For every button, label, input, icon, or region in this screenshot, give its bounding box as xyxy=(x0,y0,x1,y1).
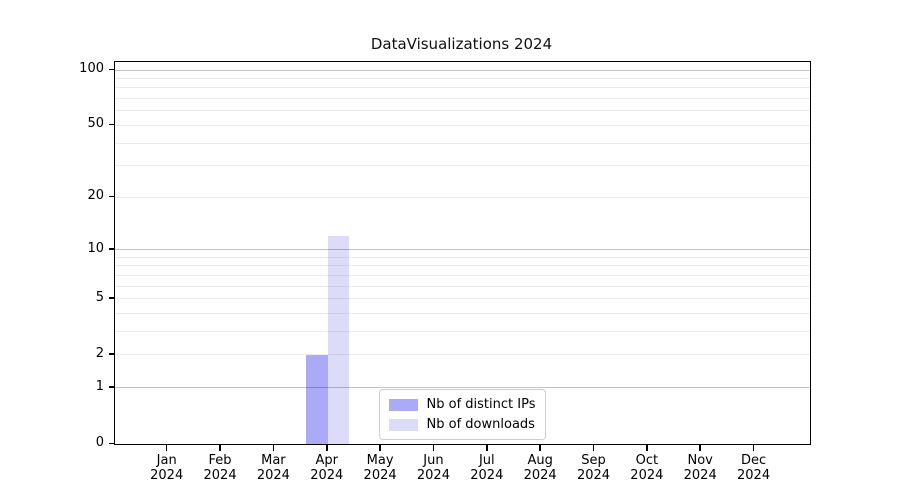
y-tick-label: 50 xyxy=(87,116,104,132)
y-tick-label: 5 xyxy=(95,289,104,305)
y-tick-mark xyxy=(109,297,115,299)
x-tick-label: Dec 2024 xyxy=(737,453,770,483)
x-tick-mark xyxy=(486,444,488,451)
x-tick-mark xyxy=(219,444,221,451)
x-tick-year: 2024 xyxy=(256,468,290,483)
x-tick-year: 2024 xyxy=(363,468,397,483)
gridline-minor xyxy=(115,110,810,112)
x-tick-year: 2024 xyxy=(416,468,450,483)
x-tick-label: Oct 2024 xyxy=(630,453,663,483)
x-tick-year: 2024 xyxy=(310,468,344,483)
bars-layer xyxy=(115,62,810,444)
gridline-minor xyxy=(115,165,810,167)
x-tick-label: Aug 2024 xyxy=(524,453,557,483)
gridline-major xyxy=(115,387,810,389)
gridline-minor xyxy=(115,98,810,100)
gridline-minor xyxy=(115,313,810,315)
x-tick-mark xyxy=(752,444,755,451)
gridline-major xyxy=(115,69,810,71)
legend-swatch xyxy=(388,418,418,431)
x-tick-month: Aug xyxy=(527,453,553,468)
x-tick-year: 2024 xyxy=(523,468,557,483)
x-tick-label: Jun 2024 xyxy=(417,453,450,483)
x-tick-month: Jun xyxy=(423,453,444,468)
x-tick-year: 2024 xyxy=(470,468,504,483)
legend: Nb of distinct IPs Nb of downloads xyxy=(378,389,547,440)
x-tick-year: 2024 xyxy=(150,468,184,483)
chart-title: DataVisualizations 2024 xyxy=(370,35,553,53)
y-tick-mark xyxy=(109,442,115,444)
y-tick-label: 2 xyxy=(95,345,104,361)
bar xyxy=(327,236,350,444)
x-tick-month: May xyxy=(366,453,394,468)
x-tick-month: Apr xyxy=(315,453,339,468)
gridline-minor xyxy=(115,87,810,89)
plot-area: Nb of distinct IPs Nb of downloads xyxy=(114,61,811,445)
x-tick-month: Jan xyxy=(156,453,177,468)
gridline-major xyxy=(115,249,810,251)
gridline-minor xyxy=(115,142,810,144)
gridline-minor xyxy=(115,354,810,356)
gridline-minor xyxy=(115,298,810,300)
gridline-minor xyxy=(115,265,810,267)
y-tick-mark xyxy=(109,248,115,250)
y-tick-mark xyxy=(109,123,115,126)
y-tick-label: 10 xyxy=(87,240,104,256)
x-tick-label: Mar 2024 xyxy=(257,453,290,483)
x-tick-month: Sep xyxy=(581,453,606,468)
y-tick-mark xyxy=(109,386,115,388)
y-tick-label: 100 xyxy=(79,61,104,76)
x-tick-mark xyxy=(592,444,595,451)
x-tick-month: Jul xyxy=(478,453,495,468)
x-tick-mark xyxy=(432,444,435,451)
legend-label: Nb of downloads xyxy=(426,417,535,432)
x-tick-label: Nov 2024 xyxy=(684,453,717,483)
legend-swatch xyxy=(388,398,418,411)
gridline-minor xyxy=(115,274,810,276)
y-tick-label: 0 xyxy=(95,435,104,450)
x-tick-mark xyxy=(646,444,648,451)
y-tick-mark xyxy=(109,68,115,70)
x-tick-mark xyxy=(699,444,701,451)
x-tick-mark xyxy=(379,444,381,451)
x-tick-month: Nov xyxy=(687,453,713,468)
x-tick-year: 2024 xyxy=(737,468,771,483)
legend-item: Nb of distinct IPs xyxy=(388,396,536,413)
legend-label: Nb of distinct IPs xyxy=(426,397,536,412)
y-tick-label: 20 xyxy=(87,188,104,204)
grid-layer xyxy=(115,62,810,444)
x-tick-label: May 2024 xyxy=(364,453,397,483)
x-tick-label: Feb 2024 xyxy=(204,453,237,483)
y-tick-mark xyxy=(109,353,115,355)
x-tick-mark xyxy=(165,444,168,451)
x-tick-month: Mar xyxy=(261,453,286,468)
gridline-minor xyxy=(115,196,810,198)
x-tick-year: 2024 xyxy=(576,468,611,483)
x-tick-mark xyxy=(272,444,275,451)
x-tick-label: Sep 2024 xyxy=(577,453,610,483)
x-tick-month: Feb xyxy=(208,453,232,468)
x-tick-mark xyxy=(326,444,328,451)
gridline-minor xyxy=(115,331,810,333)
x-tick-label: Apr 2024 xyxy=(310,453,343,483)
y-tick-mark xyxy=(109,195,115,198)
legend-item: Nb of downloads xyxy=(388,416,536,433)
x-tick-year: 2024 xyxy=(630,468,664,483)
x-tick-year: 2024 xyxy=(683,468,717,483)
x-tick-month: Oct xyxy=(635,453,659,468)
x-tick-mark xyxy=(539,444,541,451)
x-tick-label: Jan 2024 xyxy=(150,453,183,483)
x-tick-label: Jul 2024 xyxy=(470,453,503,483)
y-tick-label: 1 xyxy=(95,378,104,394)
x-tick-year: 2024 xyxy=(203,468,237,483)
gridline-minor xyxy=(115,285,810,287)
gridline-minor xyxy=(115,256,810,258)
gridline-minor xyxy=(115,77,810,79)
x-tick-month: Dec xyxy=(740,453,767,468)
gridline-minor xyxy=(115,124,810,126)
bar xyxy=(306,354,328,444)
